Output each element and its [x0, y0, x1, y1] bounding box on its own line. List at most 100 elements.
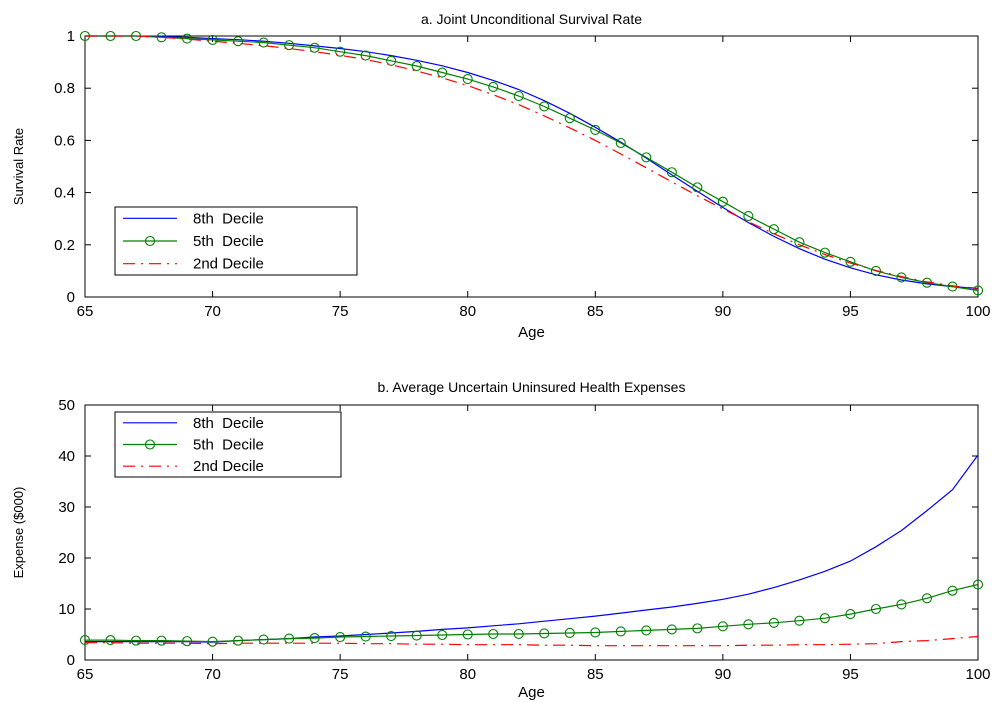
data-point-5th-decile	[360, 50, 371, 61]
y-tick-label: 20	[58, 550, 75, 567]
legend-label: 5th Decile	[193, 437, 264, 454]
chart-legend: 8th Decile 5th Decile 2nd Decile	[114, 206, 358, 276]
data-point-5th-decile	[896, 599, 907, 610]
x-tick-label: 80	[459, 666, 476, 683]
data-point-5th-decile	[641, 152, 652, 163]
data-point-5th-decile	[233, 635, 244, 646]
data-point-5th-decile	[819, 613, 830, 624]
data-point-5th-decile	[462, 74, 473, 85]
x-tick-label: 90	[715, 666, 732, 683]
legend-label: 5th Decile	[193, 233, 264, 250]
data-point-5th-decile	[743, 211, 754, 222]
legend-marker	[144, 439, 156, 450]
chart-legend: 8th Decile 5th Decile 2nd Decile	[114, 411, 342, 478]
y-tick-label: 40	[58, 448, 75, 465]
y-tick-label: 10	[58, 601, 75, 618]
data-point-5th-decile	[207, 34, 218, 45]
x-tick-label: 80	[459, 303, 476, 320]
data-point-5th-decile	[845, 256, 856, 267]
x-tick-label: 85	[587, 303, 604, 320]
data-point-5th-decile	[615, 626, 626, 637]
chart-title: a. Joint Unconditional Survival Rate	[421, 11, 642, 27]
data-point-5th-decile	[411, 630, 422, 641]
y-tick-label: 1	[67, 28, 75, 45]
data-point-5th-decile	[309, 633, 320, 644]
data-point-5th-decile	[717, 196, 728, 207]
data-point-5th-decile	[156, 635, 167, 646]
y-tick-label: 0	[67, 289, 75, 306]
x-tick-label: 65	[77, 666, 94, 683]
data-point-5th-decile	[462, 629, 473, 640]
x-axis-label: Age	[518, 684, 545, 701]
data-point-5th-decile	[819, 247, 830, 258]
y-tick-label: 30	[58, 499, 75, 516]
x-tick-label: 65	[77, 303, 94, 320]
data-point-5th-decile	[386, 630, 397, 642]
data-point-5th-decile	[360, 631, 371, 642]
data-point-5th-decile	[539, 628, 550, 639]
x-tick-label: 70	[204, 303, 221, 320]
data-point-5th-decile	[590, 124, 601, 136]
data-point-5th-decile	[488, 628, 499, 640]
chart-panel-b: b. Average Uncertain Uninsured Health Ex…	[11, 379, 991, 701]
data-point-5th-decile	[743, 619, 754, 630]
plot-area-frame	[84, 35, 979, 298]
x-tick-label: 75	[332, 303, 349, 320]
data-point-5th-decile	[870, 603, 881, 615]
x-tick-label: 70	[204, 666, 221, 683]
data-point-5th-decile	[590, 627, 601, 638]
y-tick-label: 0.6	[54, 132, 75, 149]
x-tick-label: 85	[587, 666, 604, 683]
data-point-5th-decile	[972, 579, 984, 590]
data-point-5th-decile	[335, 631, 346, 643]
series-line-2nd-decile	[85, 35, 979, 290]
data-point-5th-decile	[258, 37, 269, 48]
data-point-5th-decile	[794, 615, 805, 626]
data-point-5th-decile	[921, 593, 933, 604]
data-point-5th-decile	[386, 55, 397, 66]
data-point-5th-decile	[182, 636, 193, 647]
data-point-5th-decile	[666, 624, 677, 635]
data-point-5th-decile	[768, 224, 779, 235]
series-line-5th-decile	[85, 583, 979, 643]
data-point-5th-decile	[335, 46, 346, 57]
series-line-2nd-decile	[85, 635, 979, 647]
data-point-5th-decile	[768, 617, 779, 628]
data-point-5th-decile	[130, 635, 142, 646]
data-point-5th-decile	[411, 60, 422, 72]
data-point-5th-decile	[845, 609, 856, 620]
data-point-5th-decile	[207, 636, 218, 647]
legend-label: 8th Decile	[193, 415, 264, 432]
legend-label: 8th Decile	[193, 210, 264, 227]
data-point-5th-decile	[513, 628, 524, 640]
data-point-5th-decile	[692, 623, 703, 634]
x-tick-label: 95	[842, 303, 859, 320]
data-point-5th-decile	[615, 137, 626, 149]
data-point-5th-decile	[692, 182, 703, 193]
y-tick-label: 0.8	[54, 80, 75, 97]
series-line-8th-decile	[85, 454, 979, 643]
x-tick-label: 75	[332, 666, 349, 683]
data-point-5th-decile	[641, 625, 652, 636]
chart-title: b. Average Uncertain Uninsured Health Ex…	[378, 379, 686, 395]
x-tick-label: 100	[965, 303, 990, 320]
data-point-5th-decile	[309, 42, 320, 53]
data-point-5th-decile	[564, 627, 575, 639]
plot-area-frame	[84, 404, 979, 661]
data-point-5th-decile	[513, 90, 524, 102]
data-point-5th-decile	[284, 40, 295, 51]
data-point-5th-decile	[437, 67, 448, 78]
data-point-5th-decile	[233, 36, 244, 47]
legend-label: 2nd Decile	[193, 256, 264, 273]
data-point-5th-decile	[666, 167, 677, 178]
data-point-5th-decile	[488, 81, 499, 92]
data-point-5th-decile	[258, 634, 269, 645]
x-tick-label: 90	[715, 303, 732, 320]
x-tick-label: 95	[842, 666, 859, 683]
y-tick-label: 50	[58, 397, 75, 414]
data-point-5th-decile	[947, 585, 958, 596]
data-point-5th-decile	[972, 285, 984, 296]
x-axis-label: Age	[518, 324, 545, 341]
data-point-5th-decile	[437, 629, 448, 641]
